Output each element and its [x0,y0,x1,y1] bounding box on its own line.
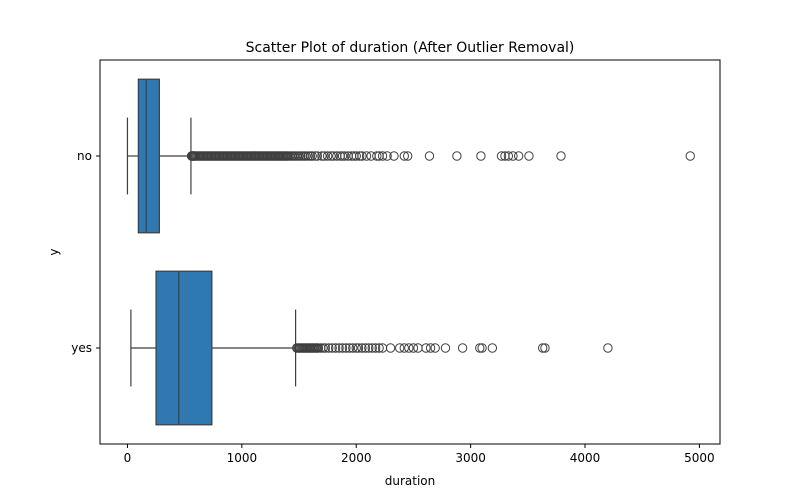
outlier-point [452,151,462,161]
outlier-point [303,151,313,161]
outlier-point [340,151,350,161]
outlier-point [341,343,351,353]
outlier-point [440,343,451,353]
outlier-point [395,343,405,353]
x-tick-label: 4000 [570,451,601,465]
outlier-point [685,151,695,161]
outlier-point [540,343,550,353]
x-tick-label: 0 [124,451,132,465]
iqr-box [137,78,160,234]
outlier-point [313,343,324,353]
outlier-point [337,151,348,161]
outlier-point [399,343,409,353]
x-tick-label: 2000 [341,451,372,465]
outlier-point [408,343,419,353]
x-tick-label: 5000 [684,451,715,465]
outlier-point [351,343,361,353]
y-tick-label: no [77,149,92,163]
outlier-point [320,343,331,353]
outlier-point [367,343,377,353]
outlier-point [372,151,382,161]
box-group-no [126,78,695,234]
chart-title: Scatter Plot of duration (After Outlier … [246,40,575,56]
outlier-point [399,151,409,161]
outlier-point [344,343,355,353]
outlier-point [334,343,344,353]
outlier-point [351,151,361,161]
outlier-point [377,151,388,161]
outlier-point [357,151,367,161]
iqr-box [155,270,213,426]
axes-frame [99,59,721,445]
outlier-point [556,151,566,161]
outlier-point [360,343,371,353]
outlier-point [337,343,348,353]
outlier-point [524,151,534,161]
outlier-point [357,343,367,353]
outlier-point [513,151,524,161]
outlier-point [301,151,311,161]
box-group-yes [130,270,613,426]
outlier-point [364,343,374,353]
x-tick-label: 3000 [455,451,486,465]
x-axis-label: duration [385,474,436,488]
outlier-point [537,343,548,353]
outlier-point [475,343,485,353]
y-axis-ticks: no yes [71,149,100,355]
outlier-point [327,343,337,353]
outlier-point [508,151,518,161]
outlier-point [403,151,413,161]
outlier-point [330,343,341,353]
outlier-point [318,343,328,353]
outlier-point [487,343,498,353]
outlier-point [324,343,334,353]
outlier-point [476,151,486,161]
outlier-point [348,343,358,353]
outlier-point [370,343,381,353]
outlier-point [326,151,336,161]
outlier-point [312,151,323,161]
outlier-point [361,151,372,161]
y-tick-label: yes [71,341,92,355]
plot-area [126,78,695,426]
outlier-point [354,151,365,161]
outlier-point [430,343,440,353]
outlier-point [353,343,364,353]
outlier-point [425,343,436,353]
outlier-point [477,343,487,353]
outlier-point [317,151,327,161]
outlier-point [503,151,514,161]
outlier-point [603,343,613,353]
outlier-point [307,151,317,161]
outlier-point [424,151,435,161]
y-axis-label: y [47,248,61,255]
outlier-point [374,343,384,353]
x-tick-label: 1000 [227,451,258,465]
outlier-point [457,343,468,353]
outlier-point [496,151,507,161]
outlier-point [421,343,431,353]
outlier-point [322,151,333,161]
outlier-point [319,151,329,161]
outlier-point [404,343,414,353]
outlier-point [310,151,320,161]
outlier-point [389,151,399,161]
x-axis-ticks: 0 1000 2000 3000 4000 5000 [124,444,715,465]
outlier-point [385,343,396,353]
outlier-point [382,151,392,161]
outlier-point [328,151,339,161]
